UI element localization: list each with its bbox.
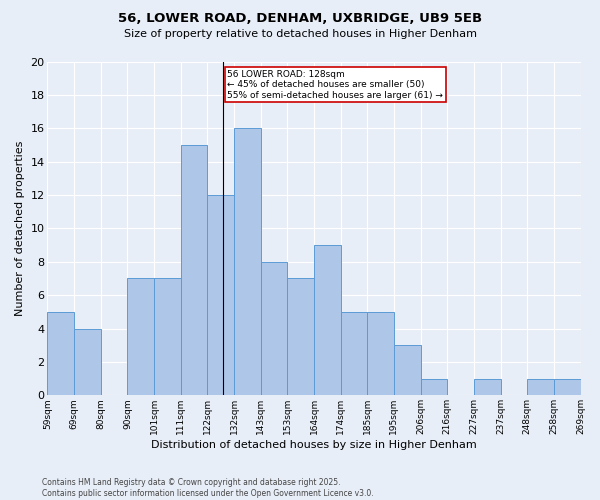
Bar bbox=[554, 378, 581, 396]
Y-axis label: Number of detached properties: Number of detached properties bbox=[15, 140, 25, 316]
Text: 56, LOWER ROAD, DENHAM, UXBRIDGE, UB9 5EB: 56, LOWER ROAD, DENHAM, UXBRIDGE, UB9 5E… bbox=[118, 12, 482, 26]
Bar bbox=[314, 245, 341, 396]
Text: Size of property relative to detached houses in Higher Denham: Size of property relative to detached ho… bbox=[124, 29, 476, 39]
Text: Contains HM Land Registry data © Crown copyright and database right 2025.
Contai: Contains HM Land Registry data © Crown c… bbox=[42, 478, 374, 498]
Bar bbox=[74, 328, 101, 396]
Bar bbox=[154, 278, 181, 396]
Bar bbox=[421, 378, 447, 396]
Bar bbox=[474, 378, 500, 396]
Bar bbox=[234, 128, 260, 396]
Bar bbox=[47, 312, 74, 396]
Bar bbox=[527, 378, 554, 396]
Text: 56 LOWER ROAD: 128sqm
← 45% of detached houses are smaller (50)
55% of semi-deta: 56 LOWER ROAD: 128sqm ← 45% of detached … bbox=[227, 70, 443, 100]
Bar bbox=[260, 262, 287, 396]
Bar bbox=[394, 345, 421, 396]
Bar bbox=[127, 278, 154, 396]
Bar bbox=[367, 312, 394, 396]
X-axis label: Distribution of detached houses by size in Higher Denham: Distribution of detached houses by size … bbox=[151, 440, 477, 450]
Bar bbox=[287, 278, 314, 396]
Bar bbox=[181, 145, 208, 396]
Bar bbox=[341, 312, 367, 396]
Bar bbox=[208, 195, 234, 396]
